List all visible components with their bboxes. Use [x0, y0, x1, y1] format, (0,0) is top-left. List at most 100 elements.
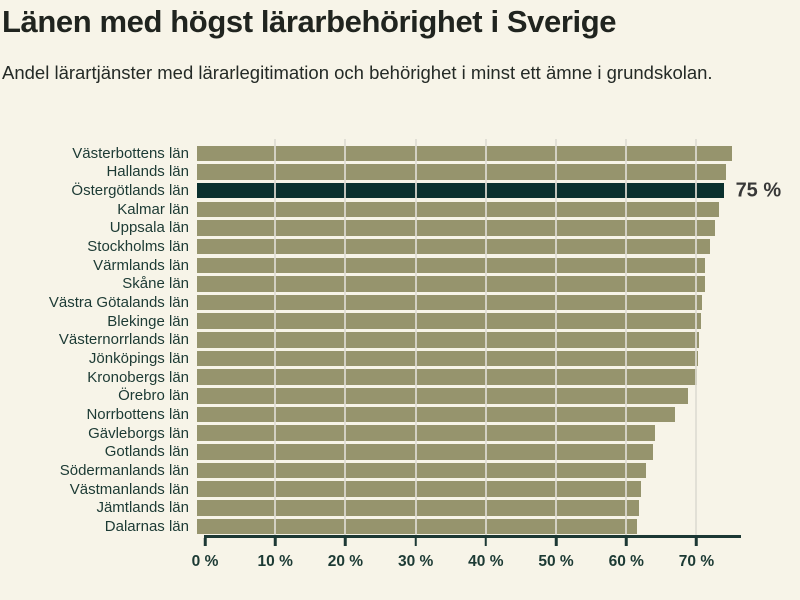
- x-axis-tick-label: 20 %: [327, 553, 364, 570]
- bar-track: [197, 444, 732, 460]
- bar: [197, 294, 702, 311]
- bar: [197, 164, 726, 180]
- bar-track: [197, 518, 732, 535]
- bar-row: Värmlands län: [0, 256, 740, 275]
- category-label: Uppsala län: [109, 219, 189, 237]
- bar: [197, 462, 647, 479]
- bar-track: [197, 294, 732, 311]
- bar: [197, 500, 640, 516]
- x-axis-tick-label: 30 %: [397, 553, 434, 570]
- bar: [197, 313, 702, 329]
- bar-row: Hallands län: [0, 163, 740, 182]
- bar: [197, 425, 656, 441]
- bar: [197, 406, 676, 423]
- bar: [197, 238, 710, 255]
- bar-row: Östergötlands län 75 %: [0, 179, 781, 201]
- bar: [197, 369, 697, 385]
- x-axis-tick-label: 50 %: [538, 553, 574, 570]
- bar-row: Dalarnas län: [0, 517, 740, 536]
- bar-track: [197, 350, 732, 367]
- x-axis-tick: [203, 538, 207, 546]
- category-label: Västernorrlands län: [58, 331, 189, 349]
- bar-track: [197, 313, 732, 329]
- category-label: Jönköpings län: [88, 350, 189, 368]
- category-label: Gävleborgs län: [88, 424, 189, 442]
- bar-row: Skåne län: [0, 275, 740, 294]
- bar: [197, 350, 698, 367]
- bar-row: Gävleborgs län: [0, 424, 740, 443]
- category-label: Värmlands län: [93, 256, 189, 274]
- bar-track: [197, 500, 732, 516]
- bar-row: Stockholms län: [0, 237, 740, 256]
- bar: [197, 332, 699, 348]
- category-label: Jämtlands län: [96, 499, 189, 517]
- bar-track: [197, 276, 732, 292]
- bar-row: Södermanlands län: [0, 461, 740, 480]
- bar-track: 75 %: [197, 179, 781, 201]
- bar-row: Kalmar län: [0, 200, 740, 219]
- x-axis-tick: [554, 538, 558, 546]
- bar-row: Västra Götalands län: [0, 293, 740, 312]
- bar-track: [197, 220, 732, 236]
- chart-subtitle: Andel lärartjänster med lärarlegitimatio…: [2, 62, 713, 83]
- bar-row: Jämtlands län: [0, 498, 740, 517]
- bar-track: [197, 238, 732, 255]
- bar-track: [197, 406, 732, 423]
- x-axis-tick: [273, 538, 277, 546]
- bar-row: Västernorrlands län: [0, 331, 740, 350]
- x-axis-tick-label: 10 %: [257, 553, 293, 570]
- bar: [197, 444, 654, 460]
- category-label: Gotlands län: [104, 443, 189, 461]
- category-label: Västerbottens län: [72, 144, 189, 162]
- bar-track: [197, 201, 732, 218]
- category-label: Södermanlands län: [59, 461, 189, 479]
- x-axis-tick-label: 0 %: [191, 553, 219, 570]
- highlighted-bar: [197, 182, 724, 199]
- bar-row: Norrbottens län: [0, 405, 740, 424]
- category-label: Skåne län: [122, 275, 189, 293]
- bar-row: Gotlands län: [0, 443, 740, 462]
- bar-track: [197, 481, 732, 497]
- category-label: Örebro län: [118, 387, 189, 405]
- category-label: Blekinge län: [107, 312, 189, 330]
- x-axis: 0 % 10 % 20 % 30 % 40 % 50 % 60 % 70 %: [192, 535, 741, 570]
- bar-row: Blekinge län: [0, 312, 740, 331]
- bar-track: [197, 369, 732, 385]
- bar-track: [197, 164, 732, 180]
- x-axis-line: [204, 535, 741, 538]
- category-label: Västmanlands län: [69, 480, 189, 498]
- x-axis-tick: [484, 538, 488, 546]
- category-label: Hallands län: [106, 163, 189, 181]
- bar-row: Västmanlands län: [0, 480, 740, 499]
- bar-track: [197, 388, 732, 404]
- bar-track: [197, 425, 732, 441]
- bar: [197, 257, 706, 274]
- bar-track: [197, 145, 732, 162]
- category-label: Västra Götalands län: [48, 294, 189, 312]
- x-axis-tick-label: 40 %: [468, 553, 504, 570]
- x-axis-ticks: 0 % 10 % 20 % 30 % 40 % 50 % 60 % 70 %: [192, 538, 740, 578]
- chart-title: Länen med högst lärarbehörighet i Sverig…: [2, 4, 617, 39]
- bar: [197, 276, 705, 292]
- bar: [197, 201, 719, 218]
- bar-row: Uppsala län: [0, 219, 740, 238]
- category-label: Norrbottens län: [86, 406, 189, 424]
- x-axis-tick: [414, 538, 417, 546]
- bar-track: [197, 462, 732, 479]
- category-label: Stockholms län: [87, 238, 189, 256]
- category-label: Kalmar län: [117, 200, 189, 218]
- x-axis-tick: [695, 538, 698, 546]
- bar: [197, 220, 716, 236]
- x-axis-tick: [625, 538, 628, 546]
- category-label: Östergötlands län: [71, 182, 189, 200]
- category-label: Kronobergs län: [87, 368, 189, 386]
- bar-track: [197, 332, 732, 348]
- bar: [197, 388, 688, 404]
- bar: [197, 481, 641, 497]
- bar-row: Örebro län: [0, 387, 740, 406]
- bar-row: Jönköpings län: [0, 349, 740, 368]
- bar-value-label: 75 %: [735, 179, 782, 202]
- bar: [197, 518, 637, 535]
- bar-row: Kronobergs län: [0, 368, 740, 387]
